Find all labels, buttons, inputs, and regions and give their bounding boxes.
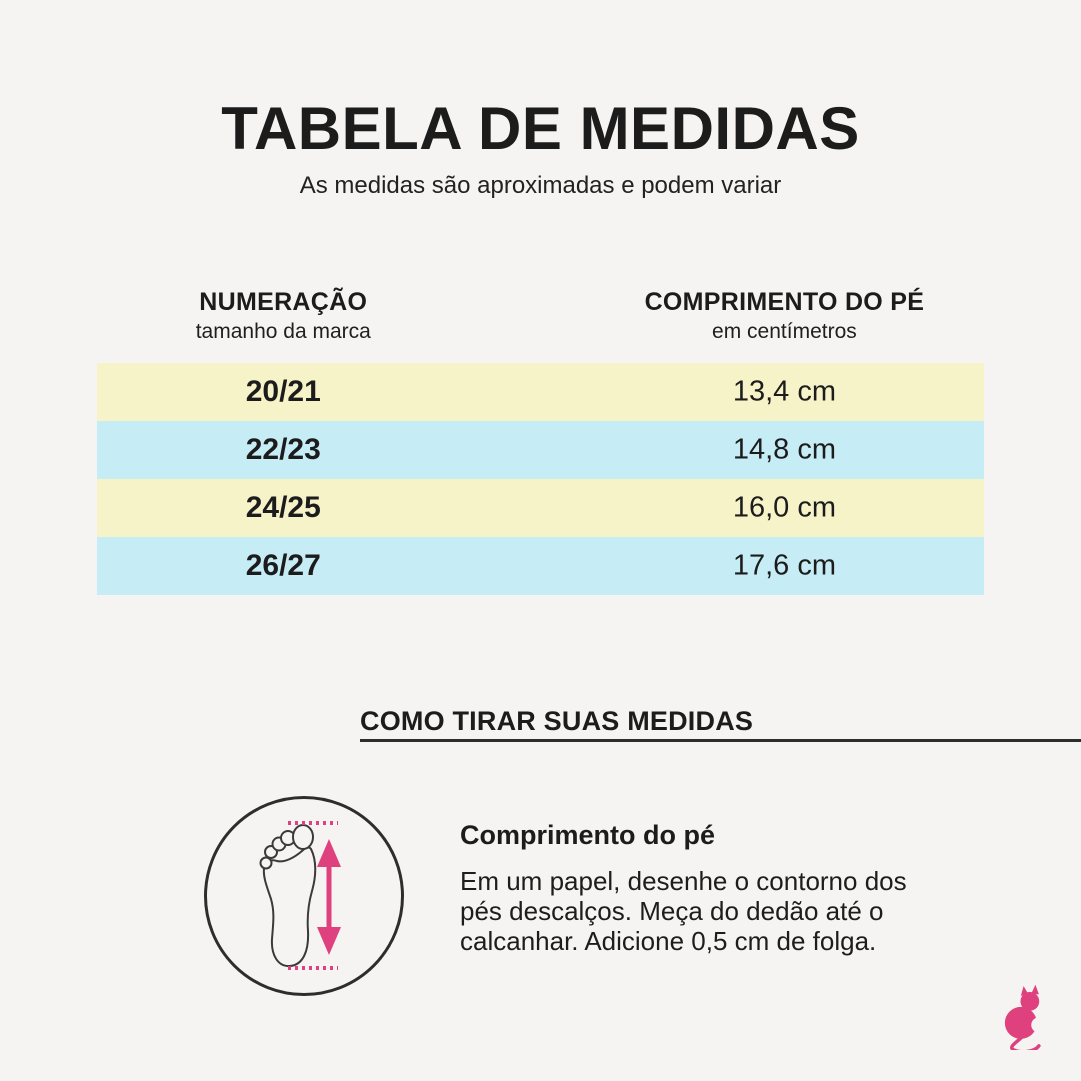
length-cell: 13,4 cm xyxy=(732,375,836,408)
foot-measure-icon xyxy=(259,821,341,970)
table-row: 26/27 17,6 cm xyxy=(97,537,984,595)
table-row: 20/21 13,4 cm xyxy=(97,363,984,421)
length-cell: 16,0 cm xyxy=(732,491,836,524)
column-header-numeracao: NUMERAÇÃO tamanho da marca xyxy=(97,288,470,344)
size-cell: 22/23 xyxy=(245,433,321,466)
size-cell: 20/21 xyxy=(245,375,321,408)
cat-logo-icon xyxy=(1004,984,1046,1050)
column-header-label: COMPRIMENTO DO PÉ xyxy=(644,288,925,316)
instruction-line: Em um papel, desenhe o contorno dos xyxy=(460,866,907,896)
vertical-measure-arrow-icon xyxy=(317,839,341,955)
size-cell: 26/27 xyxy=(245,549,321,582)
column-header-sublabel: tamanho da marca xyxy=(195,320,371,343)
length-cell: 17,6 cm xyxy=(732,549,836,582)
instruction-line: calcanhar. Adicione 0,5 cm de folga. xyxy=(460,926,877,956)
measure-item-title: Comprimento do pé xyxy=(460,820,715,850)
instruction-line: pés descalços. Meça do dedão até o xyxy=(460,896,884,926)
length-cell: 14,8 cm xyxy=(732,433,836,466)
column-header-sublabel: em centímetros xyxy=(712,320,857,343)
foot-measure-illustration xyxy=(204,796,404,996)
table-row: 24/25 16,0 cm xyxy=(97,479,984,537)
size-table: NUMERAÇÃO tamanho da marca COMPRIMENTO D… xyxy=(97,288,984,595)
measure-instructions: Em um papel, desenhe o contorno dos pés … xyxy=(460,866,920,956)
section-divider xyxy=(360,739,1081,742)
table-row: 22/23 14,8 cm xyxy=(97,421,984,479)
column-header-label: NUMERAÇÃO xyxy=(199,288,368,316)
measure-guide-dotted-lines xyxy=(288,821,338,970)
foot-outline-icon xyxy=(259,824,317,968)
column-header-comprimento: COMPRIMENTO DO PÉ em centímetros xyxy=(585,288,984,344)
page-subtitle: As medidas são aproximadas e podem varia… xyxy=(299,172,782,199)
size-cell: 24/25 xyxy=(245,491,321,524)
how-to-section-heading: COMO TIRAR SUAS MEDIDAS xyxy=(360,706,754,736)
size-table-header: NUMERAÇÃO tamanho da marca COMPRIMENTO D… xyxy=(97,288,984,363)
page-title: TABELA DE MEDIDAS xyxy=(221,95,860,162)
